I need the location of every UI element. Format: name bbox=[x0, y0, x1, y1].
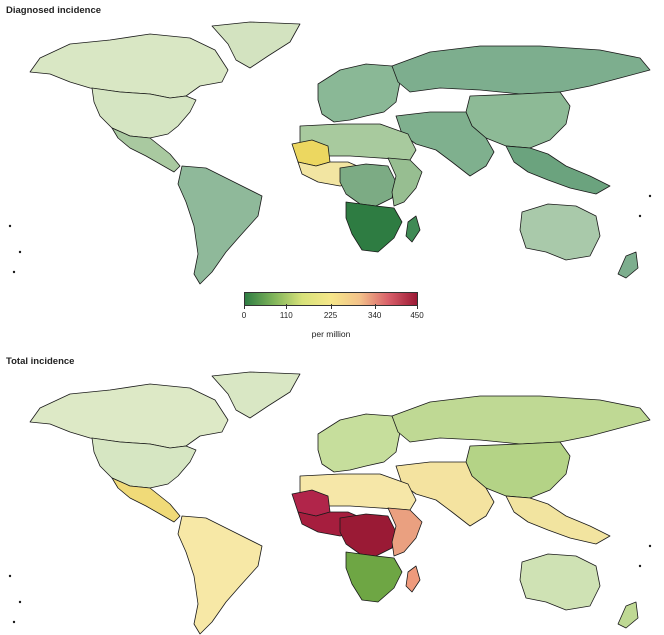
legend-tick-label: 450 bbox=[410, 311, 424, 320]
legend-tick bbox=[417, 304, 418, 309]
region-southern-africa bbox=[345, 551, 403, 603]
island-speck bbox=[648, 194, 652, 198]
island-speck bbox=[18, 250, 22, 254]
region-australia bbox=[519, 203, 601, 261]
region-greenland bbox=[211, 21, 301, 69]
legend-unit-label: per million bbox=[311, 329, 351, 339]
legend-tick bbox=[244, 304, 245, 309]
region-central-africa bbox=[339, 513, 397, 557]
panel-title-total: Total incidence bbox=[6, 356, 75, 367]
region-mexico-central-america bbox=[111, 477, 181, 523]
region-southeast-asia bbox=[505, 145, 611, 195]
region-east-africa bbox=[387, 507, 423, 557]
island-speck bbox=[18, 600, 22, 604]
region-southeast-asia bbox=[505, 495, 611, 545]
region-australia bbox=[519, 553, 601, 611]
legend-tick-label: 340 bbox=[368, 311, 382, 320]
region-north-america-canada bbox=[29, 383, 229, 449]
island-speck bbox=[8, 224, 12, 228]
region-europe bbox=[317, 413, 401, 473]
legend-tick bbox=[374, 304, 376, 309]
region-madagascar bbox=[405, 565, 421, 593]
island-speck bbox=[12, 270, 16, 274]
world-map-total bbox=[8, 371, 652, 635]
region-middle-east-south-asia bbox=[395, 111, 495, 177]
legend-tick bbox=[286, 304, 288, 309]
region-usa bbox=[91, 87, 197, 139]
region-south-america bbox=[177, 515, 263, 635]
legend-tick bbox=[330, 304, 332, 309]
region-middle-east-south-asia bbox=[395, 461, 495, 527]
region-madagascar bbox=[405, 215, 421, 243]
island-speck bbox=[638, 214, 642, 218]
region-russia-north-asia bbox=[391, 45, 651, 95]
world-map-diagnosed bbox=[8, 21, 652, 285]
panel-title-diagnosed: Diagnosed incidence bbox=[6, 5, 102, 16]
region-europe bbox=[317, 63, 401, 123]
region-russia-north-asia bbox=[391, 395, 651, 445]
island-speck bbox=[638, 564, 642, 568]
island-speck bbox=[8, 574, 12, 578]
region-usa bbox=[91, 437, 197, 489]
region-new-zealand bbox=[617, 251, 639, 279]
island-speck bbox=[12, 620, 16, 624]
region-southern-africa bbox=[345, 201, 403, 253]
island-speck bbox=[648, 544, 652, 548]
region-central-africa bbox=[339, 163, 397, 207]
region-mexico-central-america bbox=[111, 127, 181, 173]
legend-tick-label: 225 bbox=[323, 311, 338, 320]
region-new-zealand bbox=[617, 601, 639, 629]
region-north-america-canada bbox=[29, 33, 229, 99]
region-greenland bbox=[211, 371, 301, 419]
region-south-america bbox=[177, 165, 263, 285]
legend-tick-label: 0 bbox=[241, 311, 247, 320]
legend-tick-label: 110 bbox=[279, 311, 293, 320]
region-east-africa bbox=[387, 157, 423, 207]
